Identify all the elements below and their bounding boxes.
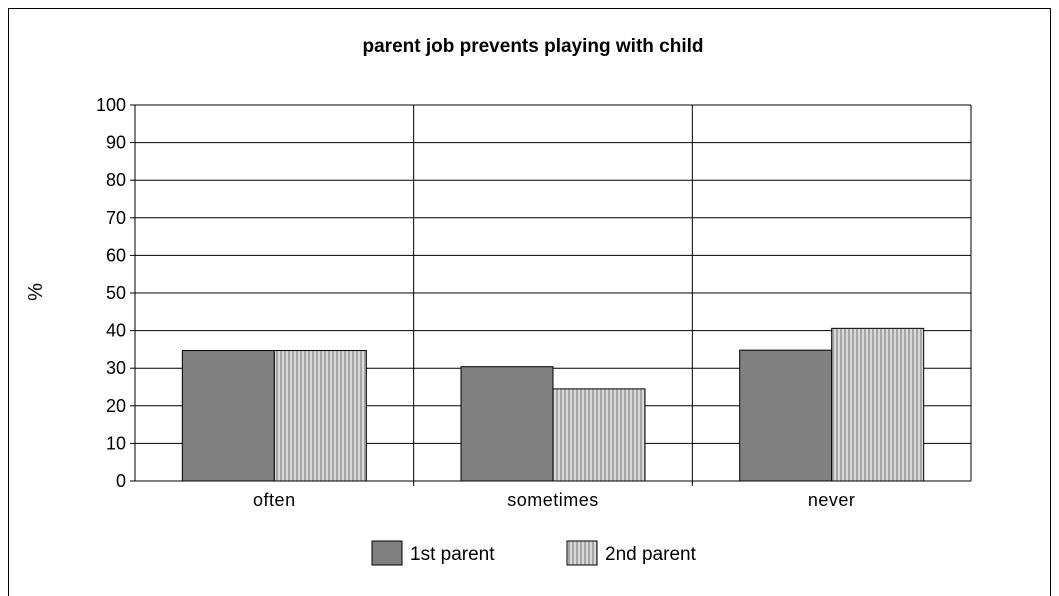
y-tick-label: 80 [106,170,126,190]
legend-swatch [566,540,598,566]
y-tick-label: 40 [106,321,126,341]
legend: 1st parent 2nd parent [371,540,697,566]
legend-label: 1st parent [410,544,495,565]
y-tick-label: 10 [106,433,126,453]
chart-title: parent job prevents playing with child [363,36,704,57]
x-category-label: often [253,490,296,510]
y-tick-label: 0 [116,471,126,491]
bar-second-parent [552,388,646,482]
y-tick-label: 30 [106,358,126,378]
y-tick-label: 70 [106,208,126,228]
x-category-label: sometimes [507,490,599,510]
x-category-label: never [808,490,856,510]
chart-frame [8,8,1051,596]
y-tick-label: 50 [106,283,126,303]
y-tick-label: 100 [96,95,126,115]
plot-area: 0 10 20 30 40 50 60 70 80 90 100 often sometimes neve… [96,95,972,510]
bar-first-parent [460,366,554,482]
y-axis-label: % [25,283,47,301]
bar-second-parent [831,327,925,482]
bar-second-parent [273,350,367,482]
bar-first-parent [739,349,833,482]
y-tick-label: 90 [106,133,126,153]
bar-first-parent [181,350,275,482]
y-tick-label: 60 [106,245,126,265]
legend-swatch [371,540,403,566]
legend-label: 2nd parent [605,544,697,565]
y-tick-label: 20 [106,396,126,416]
